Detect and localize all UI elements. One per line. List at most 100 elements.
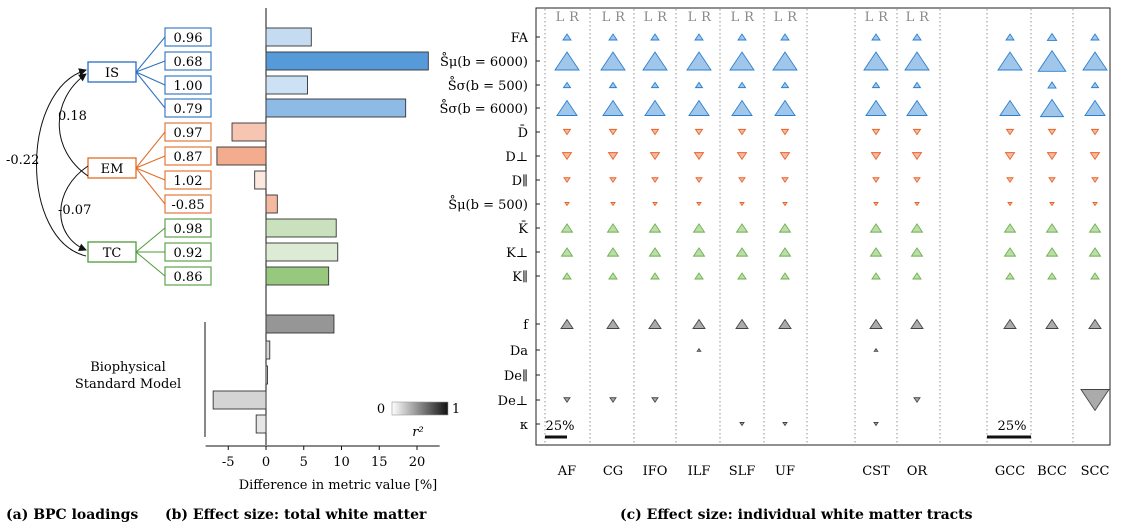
tract-label-ilf: ILF [688, 464, 711, 479]
effect-triangle [871, 81, 881, 89]
effect-triangle [774, 99, 796, 116]
effect-triangle [650, 33, 660, 41]
correlation-value: 0.18 [58, 109, 87, 124]
effect-triangle [694, 128, 704, 136]
caption-a: (a) BPC loadings [6, 507, 138, 523]
effect-triangle [696, 347, 702, 352]
effect-triangle [738, 177, 746, 184]
effect-triangle [870, 152, 882, 161]
row-label-D_par: D∥ [512, 174, 528, 189]
loading-box [164, 75, 212, 95]
effect-triangle [772, 51, 798, 71]
effect-triangle [737, 272, 747, 280]
effect-triangle [1088, 223, 1102, 233]
effect-triangle [911, 152, 923, 161]
effect-triangle [688, 99, 710, 116]
effect-triangle [1003, 247, 1017, 257]
effect-triangle [607, 152, 619, 161]
effect-triangle [871, 33, 881, 41]
effect-triangle [873, 347, 879, 352]
x-tick-label: 10 [333, 455, 350, 470]
effect-triangle [606, 247, 620, 257]
effect-triangle [779, 152, 791, 161]
tract-label-scc: SCC [1081, 464, 1110, 479]
effect-triangle [1047, 272, 1057, 280]
effect-triangle [1005, 272, 1015, 280]
effect-triangle [560, 318, 574, 329]
latent-label-is: IS [105, 66, 119, 81]
side-label-left: L [865, 10, 874, 25]
effect-triangle [1090, 81, 1100, 89]
effect-triangle [606, 223, 620, 233]
effect-triangle [1047, 81, 1057, 89]
effect-triangle [644, 99, 666, 116]
effect-triangle [692, 223, 706, 233]
effect-triangle [873, 422, 879, 427]
effect-triangle [739, 202, 745, 207]
effect-triangle [556, 99, 578, 116]
effect-triangle [1039, 98, 1065, 118]
effect-triangle [780, 81, 790, 89]
tract-label-cg: CG [603, 464, 623, 479]
loading-box [164, 122, 212, 142]
loading-box [164, 27, 212, 47]
effect-triangle [910, 247, 924, 257]
bar-S_sigma_6000 [265, 98, 407, 118]
bar-D_perp [216, 146, 267, 166]
effect-triangle [780, 272, 790, 280]
effect-triangle [731, 99, 753, 116]
bar-K_bar [265, 218, 337, 238]
effect-triangle [782, 202, 788, 207]
tract-label-gcc: GCC [995, 464, 1025, 479]
effect-triangle [871, 272, 881, 280]
tract-label-cst: CST [862, 464, 890, 479]
side-label-left: L [774, 10, 783, 25]
effect-triangle [1082, 51, 1108, 71]
effect-triangle [1091, 177, 1099, 184]
effect-triangle [1004, 152, 1016, 161]
bar-S_mu_500 [265, 194, 278, 214]
effect-triangle [610, 202, 616, 207]
effect-triangle [608, 272, 618, 280]
effect-triangle [564, 202, 570, 207]
correlation-arc [60, 165, 89, 252]
loading-value: 0.68 [174, 55, 203, 70]
effect-triangle [1045, 223, 1059, 233]
row-label-D_a: Da [510, 344, 528, 359]
bsm-label-line2: Standard Model [75, 377, 181, 392]
effect-triangle [695, 177, 703, 184]
effect-triangle [904, 51, 930, 71]
effect-triangle [1084, 99, 1106, 116]
effect-triangle [560, 247, 574, 257]
loading-box [164, 51, 212, 71]
bar-D_a [265, 340, 271, 360]
bar-D_e_perp [212, 390, 267, 410]
effect-triangle [692, 247, 706, 257]
bar-S_sigma_500 [265, 75, 308, 95]
loading-box [164, 194, 212, 214]
effect-triangle [1090, 272, 1100, 280]
row-label-D_bar: D̄ [518, 125, 528, 141]
tract-label-or: OR [907, 464, 929, 479]
loading-path [135, 251, 166, 277]
effect-triangle [906, 99, 928, 116]
effect-triangle [696, 202, 702, 207]
effect-triangle [739, 422, 745, 427]
effect-triangle [648, 318, 662, 329]
effect-triangle [1048, 177, 1056, 184]
loading-value: 0.98 [174, 222, 203, 237]
row-label-S_mu_500: S̊μ(b = 500) [448, 195, 528, 213]
effect-triangle [1092, 202, 1098, 207]
bar-kappa [255, 414, 267, 434]
x-tick-label: -5 [222, 455, 235, 470]
loading-value: 1.02 [174, 174, 203, 189]
row-label-S_mu_6000: S̊μ(b = 6000) [440, 52, 528, 70]
side-label-right: R [701, 10, 712, 25]
effect-triangle [1003, 223, 1017, 233]
effect-triangle [694, 33, 704, 41]
row-label-kappa: κ [520, 418, 528, 433]
effect-triangle [694, 81, 704, 89]
caption-c: (c) Effect size: individual white matter… [620, 507, 973, 523]
effect-triangle [737, 33, 747, 41]
